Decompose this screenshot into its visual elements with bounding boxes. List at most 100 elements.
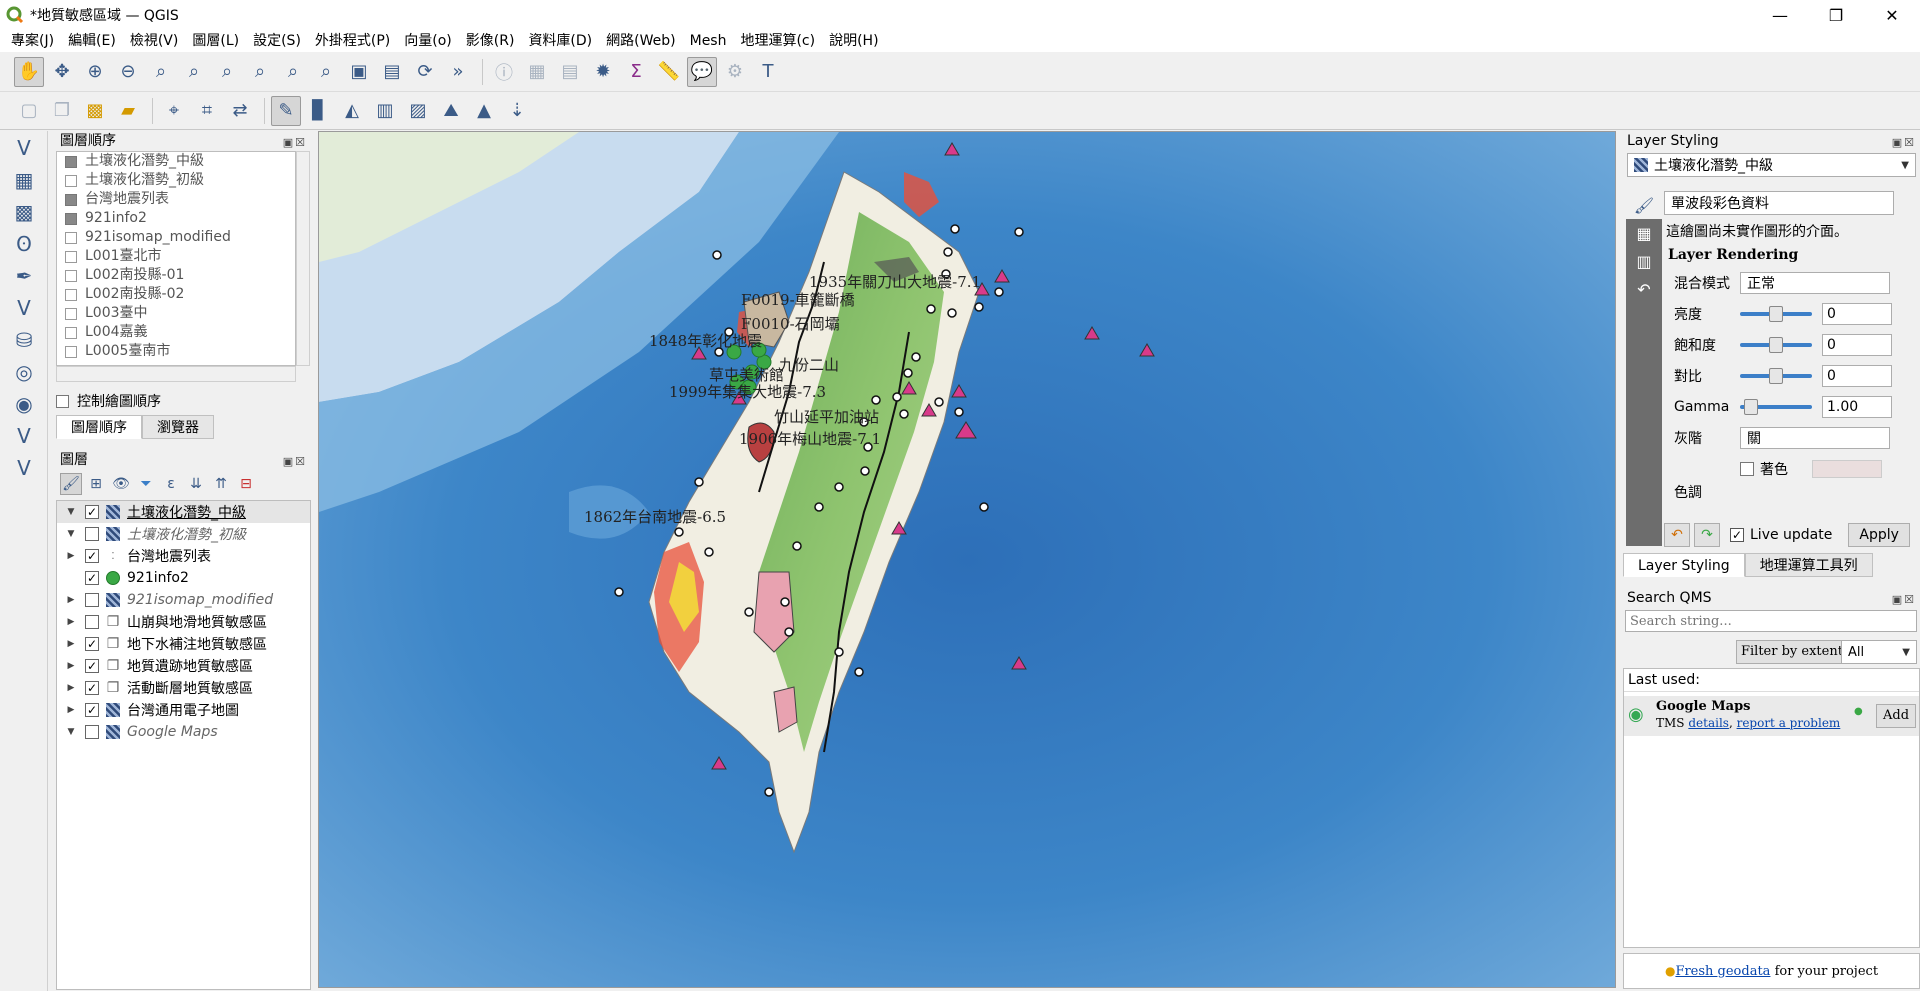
add-mesh-icon[interactable]: ▩ (14, 200, 34, 224)
minimize-button[interactable]: — (1772, 5, 1788, 25)
gamma-slider[interactable] (1740, 398, 1812, 415)
digitize-icon[interactable]: ▢ (20, 100, 38, 121)
add-spatialite-icon[interactable]: ʘ (16, 232, 32, 256)
expand-arrow-icon[interactable]: ▶ (67, 661, 75, 671)
collapse-arrow-icon[interactable]: ▼ (67, 727, 75, 737)
show-bookmarks-icon[interactable]: ▤ (383, 61, 401, 82)
menu-database[interactable]: 資料庫(D) (528, 33, 593, 49)
tab-browser[interactable]: 瀏覽器 (142, 415, 214, 439)
layer-copy-icon[interactable]: ❐ (53, 100, 71, 121)
styling-layer-select[interactable]: 土壤液化潛勢_中級 ▼ (1627, 153, 1916, 177)
contrast-input[interactable]: 0 (1822, 364, 1892, 387)
more-tools-icon[interactable]: » (452, 61, 464, 82)
contrast-slider[interactable] (1740, 367, 1812, 384)
refresh-icon[interactable]: ⟳ (417, 61, 433, 82)
list-item[interactable]: 土壤液化潛勢_中級 (57, 152, 295, 171)
layer-item[interactable]: ▼ Google Maps (57, 721, 310, 743)
layer-checkbox[interactable]: ✓ (85, 637, 99, 651)
collapse-all-icon[interactable]: ⇈ (215, 476, 227, 492)
menu-edit[interactable]: 編輯(E) (68, 33, 116, 49)
menu-layer[interactable]: 圖層(L) (192, 33, 240, 49)
saturation-input[interactable]: 0 (1822, 333, 1892, 356)
symbology-tab-icon[interactable]: 🖌 (1626, 191, 1662, 219)
add-point-icon[interactable]: ⌖ (168, 100, 180, 121)
list-item[interactable]: L004嘉義 (57, 323, 295, 342)
map-tips-icon[interactable]: 💬 (687, 56, 717, 87)
layer-checkbox[interactable]: ✓ (85, 681, 99, 695)
layer-item[interactable]: ▶ 921isomap_modified (57, 589, 310, 611)
layer-checkbox[interactable]: ✓ (85, 549, 99, 563)
tab-processing-toolbar[interactable]: 地理運算工具列 (1744, 553, 1873, 577)
list-item[interactable]: L0005臺南市 (57, 342, 295, 361)
bar-chart-icon[interactable]: ▥ (376, 100, 394, 121)
expand-arrow-icon[interactable]: ▶ (67, 705, 75, 715)
layer-order-list[interactable]: 土壤液化潛勢_中級 土壤液化潛勢_初級 台灣地震列表 921info2 921i… (56, 151, 296, 366)
identify-icon[interactable]: ⓘ (495, 62, 513, 84)
blend-mode-select[interactable]: 正常 (1740, 271, 1890, 294)
renderer-select[interactable]: 單波段彩色資料 (1664, 191, 1894, 215)
panel-float-close-icon[interactable]: ▣☒ (282, 136, 307, 149)
list-item[interactable]: ◉ Google Maps TMS details, report a prob… (1624, 696, 1919, 736)
map-canvas[interactable]: 1935年關刀山大地震-7.1 F0019-車籠斷橋 F0010-石岡壩 184… (318, 131, 1616, 988)
menu-plugins[interactable]: 外掛程式(P) (314, 33, 391, 49)
layer-checkbox[interactable] (85, 725, 99, 739)
expand-arrow-icon[interactable]: ▶ (67, 639, 75, 649)
layer-checkbox[interactable] (85, 527, 99, 541)
menu-project[interactable]: 專案(J) (11, 33, 55, 49)
select-by-value-icon[interactable]: ▰ (121, 100, 135, 121)
layer-item[interactable]: ▶ ✓ ❐ 活動斷層地質敏感區 (57, 677, 310, 699)
add-delimited-text-icon[interactable]: ✒ (15, 264, 33, 288)
image-icon[interactable]: ▨ (409, 100, 427, 121)
add-wms-icon[interactable]: ◎ (15, 360, 33, 384)
search-input[interactable] (1625, 610, 1917, 632)
menu-mesh[interactable]: Mesh (689, 33, 727, 49)
layer-item[interactable]: ▼ ✓ 土壤液化潛勢_中級 (57, 501, 310, 523)
zoom-in-icon[interactable]: ⊕ (87, 61, 103, 82)
zoom-native-icon[interactable]: ⌕ (254, 61, 266, 82)
brightness-input[interactable]: 0 (1822, 302, 1892, 325)
collapse-arrow-icon[interactable]: ▼ (67, 529, 75, 539)
report-problem-link[interactable]: report a problem (1736, 716, 1841, 730)
list-item[interactable]: 921isomap_modified (57, 228, 295, 247)
zoom-full-icon[interactable]: ⌕ (155, 61, 167, 82)
menu-processing[interactable]: 地理運算(c) (740, 33, 816, 49)
menu-web[interactable]: 網路(Web) (606, 33, 676, 49)
undo-icon[interactable]: ↶ (1664, 523, 1690, 547)
menu-raster[interactable]: 影像(R) (465, 33, 515, 49)
triangle-icon[interactable]: ▲ (477, 100, 491, 121)
layers-tree[interactable]: ▼ ✓ 土壤液化潛勢_中級 ▼ 土壤液化潛勢_初級 ▶ ✓ ⁚ 台灣地震列表 ✓… (56, 500, 311, 990)
layer-order-vscroll[interactable] (296, 151, 310, 366)
collapse-arrow-icon[interactable]: ▼ (67, 507, 75, 517)
layer-checkbox[interactable]: ✓ (85, 571, 99, 585)
layer-checkbox[interactable]: ✓ (85, 505, 99, 519)
pen-tool-icon[interactable]: ✎ (271, 95, 301, 126)
terrain-icon[interactable]: ⛰ (443, 100, 459, 121)
control-render-order-checkbox[interactable] (56, 394, 69, 408)
style-manager-icon[interactable]: 🖌 (60, 473, 82, 495)
list-item[interactable]: L002南投縣-02 (57, 285, 295, 304)
zoom-out-icon[interactable]: ⊖ (120, 61, 136, 82)
layer-item[interactable]: ▶ ✓ ❐ 地質遺跡地質敏感區 (57, 655, 310, 677)
add-vector-icon[interactable]: V (17, 136, 31, 160)
text-annotation-icon[interactable]: T (762, 61, 774, 82)
layer-item[interactable]: ▶ ✓ ❐ 地下水補注地質敏感區 (57, 633, 310, 655)
profile-chart-icon[interactable]: ◭ (345, 100, 359, 121)
history-tab-icon[interactable]: ↶ (1637, 279, 1651, 299)
add-wfs-icon[interactable]: ◉ (15, 392, 33, 416)
visibility-icon[interactable]: 👁 (112, 476, 130, 492)
select-features-icon[interactable]: ▩ (86, 100, 104, 121)
add-wcs-icon[interactable]: V (17, 456, 31, 480)
field-calculator-icon[interactable]: ▤ (561, 61, 579, 82)
filter-expression-icon[interactable]: ε (167, 476, 175, 492)
zoom-next-icon[interactable]: ⌕ (320, 61, 332, 82)
histogram-tab-icon[interactable]: ▥ (1636, 251, 1652, 271)
sort-icon[interactable]: ⇣ (509, 100, 525, 121)
georeference-icon[interactable]: ⌗ (201, 100, 213, 121)
panel-float-close-icon[interactable]: ▣☒ (1891, 136, 1916, 149)
filter-select[interactable]: All ▼ (1841, 640, 1917, 664)
layer-order-hscroll[interactable] (56, 366, 296, 382)
transparency-tab-icon[interactable]: ▦ (1636, 223, 1652, 243)
list-item[interactable]: L003臺中 (57, 304, 295, 323)
switch-icon[interactable]: ⇄ (232, 100, 248, 121)
zoom-last-icon[interactable]: ⌕ (287, 61, 299, 82)
